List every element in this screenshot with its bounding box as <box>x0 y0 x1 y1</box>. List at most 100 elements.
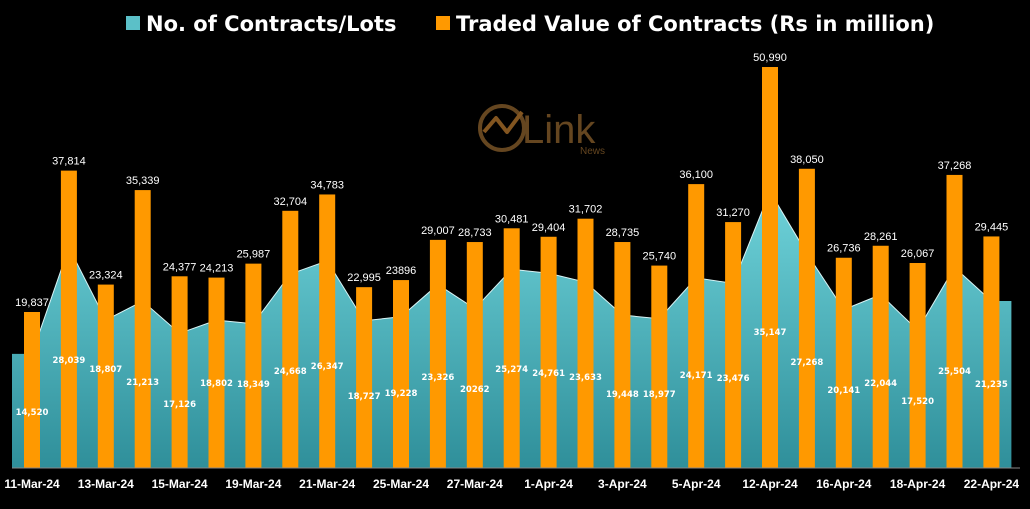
traded-value-bar <box>429 239 446 468</box>
legend-swatch-traded-value <box>436 16 450 30</box>
logo-chart-line-icon <box>482 110 524 134</box>
contracts-label: 17,126 <box>163 400 196 410</box>
traded-value-label: 37,268 <box>938 160 972 172</box>
traded-value-label: 31,702 <box>569 204 603 216</box>
traded-value-bar <box>245 263 262 468</box>
contracts-label: 20262 <box>460 385 490 395</box>
traded-value-label: 25,987 <box>237 249 271 261</box>
traded-value-label: 31,270 <box>716 207 750 219</box>
contracts-label: 23,476 <box>717 374 750 384</box>
traded-value-bar <box>983 236 1000 468</box>
contracts-label: 19,448 <box>606 390 639 400</box>
traded-value-label: 29,007 <box>421 225 455 237</box>
traded-value-bar <box>503 228 520 468</box>
x-tick-label: 27-Mar-24 <box>447 477 503 491</box>
traded-value-bar <box>909 263 926 468</box>
traded-value-bar <box>651 265 668 468</box>
traded-value-bar <box>614 242 631 468</box>
contracts-label: 26,347 <box>311 362 344 372</box>
contracts-label: 18,727 <box>348 392 381 402</box>
traded-value-bar <box>356 287 373 468</box>
logo-text: Link <box>522 108 596 152</box>
contracts-label: 18,807 <box>89 365 122 375</box>
legend: No. of Contracts/Lots Traded Value of Co… <box>126 12 934 36</box>
traded-value-bar <box>60 170 77 469</box>
legend-label-contracts: No. of Contracts/Lots <box>146 12 397 36</box>
traded-value-label: 30,481 <box>495 213 529 225</box>
traded-value-label: 29,445 <box>975 221 1009 233</box>
contracts-label: 23,633 <box>569 373 602 383</box>
traded-value-bar <box>688 184 705 468</box>
traded-value-bar <box>835 257 852 468</box>
x-tick-label: 13-Mar-24 <box>78 477 134 491</box>
link-news-logo: Link News <box>478 104 605 157</box>
x-tick-label: 5-Apr-24 <box>672 477 721 491</box>
traded-value-bar <box>577 218 594 468</box>
contracts-label: 23,326 <box>421 373 454 383</box>
logo-subtext: News <box>580 146 605 157</box>
traded-value-label: 37,814 <box>52 156 86 168</box>
traded-value-bar <box>798 168 815 468</box>
contracts-label: 35,147 <box>754 328 787 338</box>
x-tick-label: 11-Mar-24 <box>4 477 60 491</box>
traded-value-bar <box>540 236 557 468</box>
traded-value-bar <box>393 280 409 468</box>
x-tick-label: 15-Mar-24 <box>152 477 208 491</box>
traded-value-label: 38,050 <box>790 154 824 166</box>
traded-value-bar <box>946 174 963 468</box>
contracts-label: 24,761 <box>532 369 565 379</box>
contracts-label: 20,141 <box>827 386 860 396</box>
traded-value-bar <box>134 190 151 468</box>
contracts-label: 17,520 <box>901 397 934 407</box>
traded-value-label: 50,990 <box>753 52 787 64</box>
contracts-label: 18,977 <box>643 390 676 400</box>
traded-value-label: 23896 <box>386 265 417 277</box>
x-axis: 11-Mar-24 13-Mar-24 15-Mar-24 19-Mar-24 21-M… <box>4 467 1020 491</box>
traded-value-label: 34,783 <box>310 179 344 191</box>
traded-value-label: 24,213 <box>200 263 234 275</box>
contracts-label: 19,228 <box>385 389 418 399</box>
contracts-label: 24,668 <box>274 367 307 377</box>
contracts-label: 24,171 <box>680 371 713 381</box>
x-tick-label: 22-Apr-24 <box>964 477 1020 491</box>
x-tick-label: 3-Apr-24 <box>598 477 647 491</box>
contracts-label: 21,213 <box>126 378 159 388</box>
traded-value-label: 23,324 <box>89 270 123 282</box>
traded-value-label: 29,404 <box>532 222 566 234</box>
contracts-label: 27,268 <box>790 358 823 368</box>
traded-value-bar <box>762 67 778 468</box>
traded-value-label: 25,740 <box>642 251 676 263</box>
traded-value-bar <box>466 242 483 468</box>
traded-value-label: 24,377 <box>163 261 197 273</box>
traded-value-label: 26,067 <box>901 248 935 260</box>
traded-value-bar <box>319 194 336 468</box>
contracts-label: 25,274 <box>495 365 528 375</box>
traded-value-label: 19,837 <box>15 297 49 309</box>
contracts-label: 21,235 <box>975 380 1008 390</box>
x-tick-label: 16-Apr-24 <box>816 477 872 491</box>
logo-ring <box>478 104 526 152</box>
traded-value-bar <box>171 276 188 468</box>
traded-value-label: 28,261 <box>864 231 898 243</box>
contracts-label: 18,802 <box>200 379 233 389</box>
traded-value-bar <box>282 210 299 468</box>
traded-value-bar <box>24 312 40 468</box>
traded-value-label: 26,736 <box>827 243 861 255</box>
x-tick-label: 1-Apr-24 <box>524 477 573 491</box>
traded-value-bar <box>97 284 114 468</box>
contracts-label: 28,039 <box>52 356 85 366</box>
traded-value-label: 28,735 <box>606 227 640 239</box>
legend-swatch-contracts <box>126 16 140 30</box>
traded-value-label: 32,704 <box>273 196 307 208</box>
traded-value-bar <box>725 222 742 468</box>
traded-value-bar <box>872 245 889 468</box>
traded-value-label: 22,995 <box>347 272 381 284</box>
plot-area: 19,837 37,814 23,324 35,339 24,377 24,21325,9… <box>12 52 1012 469</box>
x-tick-label: 25-Mar-24 <box>373 477 429 491</box>
traded-value-label: 35,339 <box>126 175 160 187</box>
contracts-label: 22,044 <box>864 379 897 389</box>
x-tick-label: 18-Apr-24 <box>890 477 946 491</box>
x-tick-label: 19-Mar-24 <box>225 477 281 491</box>
